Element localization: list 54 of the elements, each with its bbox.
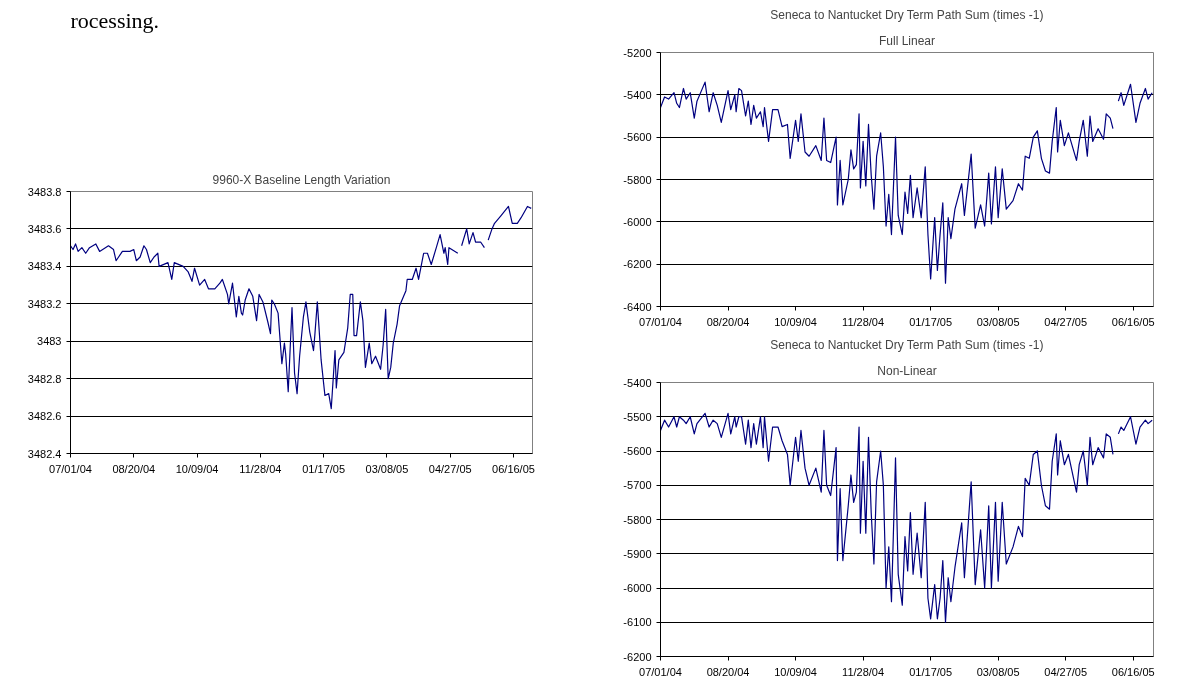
y-tick-label: -5800 [623, 173, 652, 186]
x-tick-label: 06/16/05 [1111, 315, 1155, 328]
y-tick-label: 3482.8 [27, 372, 62, 385]
chart-title: Seneca to Nantucket Dry Term Path Sum (times -1) [770, 337, 1044, 352]
y-tick-label: 3482.4 [27, 447, 62, 460]
x-tick-label: 06/16/05 [1111, 665, 1155, 678]
x-tick-label: 11/28/04 [239, 462, 282, 475]
y-tick-label: -6000 [623, 215, 652, 228]
y-tick-label: -6000 [623, 582, 652, 594]
y-tick-label: -5500 [623, 410, 652, 423]
x-tick-label: 08/20/04 [112, 462, 156, 475]
y-tick-label: -5700 [623, 479, 652, 492]
x-tick-label: 08/20/04 [706, 315, 750, 328]
y-tick-label: -5800 [623, 513, 652, 526]
x-tick-label: 01/17/05 [909, 665, 953, 678]
y-tick-label: -5400 [623, 88, 652, 101]
y-tick-label: 3483.8 [27, 185, 62, 198]
y-tick-label: -5600 [623, 131, 652, 144]
x-tick-label: 03/08/05 [365, 462, 409, 475]
y-tick-label: -6200 [623, 650, 652, 663]
x-tick-label: 03/08/05 [976, 315, 1020, 328]
y-tick-label: 3483.6 [27, 222, 62, 235]
chart-subtitle: Non-Linear [877, 363, 937, 378]
y-tick-label: 3483.4 [27, 260, 62, 273]
chart-title: Seneca to Nantucket Dry Term Path Sum (times -1) [770, 7, 1044, 22]
x-tick-label: 07/01/04 [49, 462, 92, 475]
x-tick-label: 04/27/05 [428, 462, 472, 475]
x-tick-label: 07/01/04 [639, 665, 682, 678]
x-tick-label: 10/09/04 [175, 462, 219, 475]
x-tick-label: 01/17/05 [909, 315, 953, 328]
x-tick-label: 10/09/04 [774, 665, 817, 678]
x-tick-label: 07/01/04 [639, 315, 682, 328]
y-tick-label: 3483 [37, 335, 62, 348]
y-tick-label: -5200 [623, 46, 652, 59]
y-tick-label: -6400 [623, 300, 652, 313]
x-tick-label: 04/27/05 [1044, 665, 1088, 678]
y-tick-label: -5600 [623, 445, 652, 457]
chart-title: 9960-X Baseline Length Variation [212, 172, 391, 187]
y-tick-label: 3483.2 [27, 297, 62, 310]
chart-subtitle: Full Linear [878, 33, 936, 48]
x-tick-label: 01/17/05 [302, 462, 346, 475]
y-tick-label: -6100 [623, 616, 652, 629]
text: rocessing. [70, 8, 160, 33]
x-tick-label: 10/09/04 [774, 315, 817, 328]
y-tick-label: -5900 [623, 547, 652, 560]
x-tick-label: 03/08/05 [976, 665, 1020, 678]
x-tick-label: 04/27/05 [1044, 315, 1088, 328]
y-tick-label: -5400 [623, 376, 652, 389]
x-tick-label: 11/28/04 [842, 315, 885, 328]
x-tick-label: 06/16/05 [492, 462, 535, 475]
y-tick-label: 3482.6 [27, 410, 62, 423]
x-tick-label: 11/28/04 [842, 665, 885, 678]
x-tick-label: 08/20/04 [706, 665, 750, 678]
y-tick-label: -6200 [623, 258, 652, 271]
